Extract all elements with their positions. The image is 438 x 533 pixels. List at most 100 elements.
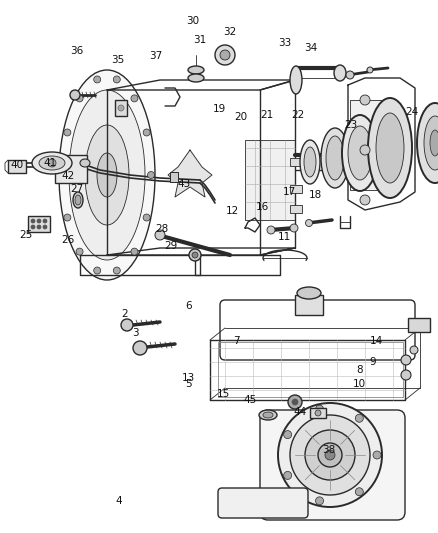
Text: 17: 17 [283, 187, 296, 197]
Text: 42: 42 [61, 171, 74, 181]
Circle shape [189, 249, 201, 261]
Bar [115, 100, 127, 116]
Circle shape [131, 95, 138, 102]
Circle shape [292, 399, 298, 405]
Circle shape [315, 410, 321, 416]
Bar [170, 172, 178, 182]
Text: 14: 14 [370, 336, 383, 346]
Ellipse shape [188, 74, 204, 82]
Circle shape [315, 405, 324, 413]
Circle shape [360, 145, 370, 155]
Ellipse shape [188, 66, 204, 74]
Circle shape [290, 415, 370, 495]
Text: 36: 36 [70, 46, 83, 55]
Ellipse shape [368, 98, 412, 198]
Ellipse shape [69, 90, 145, 260]
Ellipse shape [263, 412, 273, 418]
Circle shape [148, 172, 155, 179]
Circle shape [118, 105, 124, 111]
Bar [290, 185, 302, 193]
Text: 9: 9 [369, 358, 376, 367]
Ellipse shape [342, 115, 378, 191]
Text: 8: 8 [356, 366, 363, 375]
Text: 31: 31 [193, 35, 206, 45]
Circle shape [70, 90, 80, 100]
Ellipse shape [259, 410, 277, 420]
Circle shape [318, 443, 342, 467]
Circle shape [43, 225, 47, 229]
Bar [218, 342, 403, 397]
Text: 25: 25 [20, 230, 33, 239]
Ellipse shape [73, 192, 83, 208]
Text: 18: 18 [309, 190, 322, 199]
Bar [295, 295, 323, 315]
Text: 7: 7 [233, 336, 240, 346]
Circle shape [278, 403, 382, 507]
Circle shape [113, 267, 120, 274]
Text: 22: 22 [291, 110, 304, 119]
Circle shape [367, 67, 373, 73]
Text: 45: 45 [243, 395, 256, 405]
Ellipse shape [85, 125, 129, 225]
Circle shape [401, 355, 411, 365]
Text: 44: 44 [293, 407, 307, 417]
Circle shape [360, 195, 370, 205]
Circle shape [267, 226, 275, 234]
Text: 38: 38 [322, 446, 335, 455]
Circle shape [355, 488, 363, 496]
Text: 23: 23 [344, 120, 357, 130]
Circle shape [155, 230, 165, 240]
Text: 40: 40 [10, 160, 23, 170]
Circle shape [76, 248, 83, 255]
Text: 21: 21 [261, 110, 274, 119]
Bar [245, 140, 295, 220]
Ellipse shape [32, 152, 72, 174]
Circle shape [305, 430, 355, 480]
Circle shape [31, 219, 35, 223]
Circle shape [410, 346, 418, 354]
Text: 16: 16 [256, 202, 269, 212]
Text: 10: 10 [353, 379, 366, 389]
Text: 12: 12 [226, 206, 239, 215]
Text: 3: 3 [132, 328, 139, 338]
Circle shape [37, 219, 41, 223]
Circle shape [360, 95, 370, 105]
FancyBboxPatch shape [260, 410, 405, 520]
Circle shape [215, 45, 235, 65]
Text: 24: 24 [405, 107, 418, 117]
Text: 30: 30 [186, 17, 199, 26]
Circle shape [31, 225, 35, 229]
Circle shape [305, 220, 312, 227]
Circle shape [401, 370, 411, 380]
Text: 29: 29 [164, 241, 177, 251]
Text: 33: 33 [278, 38, 291, 47]
Text: 32: 32 [223, 27, 237, 37]
Ellipse shape [430, 130, 438, 156]
Circle shape [94, 267, 101, 274]
Ellipse shape [59, 70, 155, 280]
Bar [310, 408, 326, 418]
Bar [290, 158, 302, 166]
Circle shape [192, 252, 198, 258]
Circle shape [355, 414, 363, 422]
Text: 13: 13 [182, 374, 195, 383]
Text: 19: 19 [212, 104, 226, 114]
Circle shape [143, 129, 150, 136]
Circle shape [288, 395, 302, 409]
Text: 2: 2 [121, 310, 128, 319]
Bar [28, 216, 50, 232]
Bar [350, 100, 385, 190]
Circle shape [220, 50, 230, 60]
Circle shape [373, 451, 381, 459]
Text: 6: 6 [185, 302, 192, 311]
Circle shape [76, 95, 83, 102]
Text: 20: 20 [234, 112, 247, 122]
Text: 28: 28 [155, 224, 169, 234]
Circle shape [60, 172, 67, 179]
Ellipse shape [75, 195, 81, 205]
Text: 34: 34 [304, 43, 318, 53]
Circle shape [94, 76, 101, 83]
Circle shape [37, 225, 41, 229]
Text: 11: 11 [278, 232, 291, 242]
Text: 41: 41 [44, 158, 57, 167]
